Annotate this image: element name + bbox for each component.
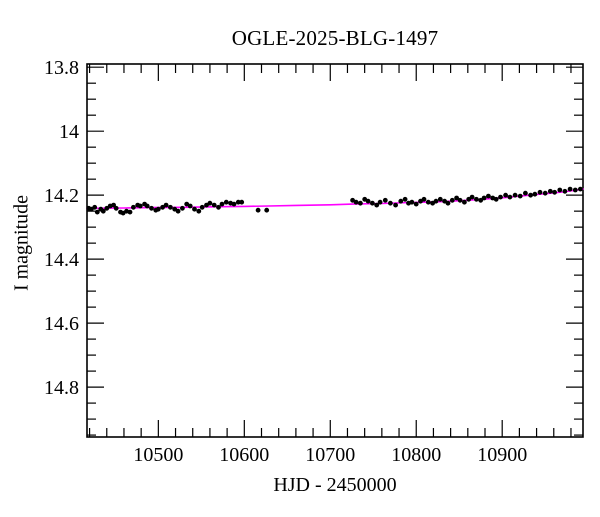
data-point	[572, 187, 578, 193]
x-tick-label: 10500	[133, 444, 183, 466]
data-point	[398, 198, 404, 204]
data-point	[425, 199, 431, 205]
y-tick-label: 14.4	[44, 249, 79, 271]
data-point	[92, 204, 98, 210]
data-point	[235, 199, 241, 205]
data-point	[445, 200, 451, 206]
data-point	[493, 196, 499, 202]
data-point	[413, 201, 419, 207]
data-point	[462, 199, 467, 205]
data-point	[393, 202, 398, 208]
data-point	[523, 190, 528, 196]
data-point	[418, 198, 423, 204]
chart-title: OGLE-2025-BLG-1497	[231, 26, 439, 50]
data-point	[449, 197, 455, 203]
data-point	[481, 195, 487, 201]
data-point	[231, 201, 237, 207]
data-point	[517, 193, 523, 199]
data-point	[433, 198, 439, 204]
data-point	[353, 199, 359, 205]
data-point	[562, 188, 568, 194]
y-tick-label: 14.2	[44, 185, 79, 207]
data-point	[388, 200, 393, 206]
data-point	[223, 199, 229, 205]
data-point	[127, 209, 133, 215]
data-point	[547, 188, 553, 194]
data-point	[454, 195, 459, 201]
data-point	[216, 204, 221, 210]
data-point	[469, 194, 475, 200]
data-point	[512, 192, 518, 198]
data-point	[567, 186, 573, 192]
data-point	[478, 197, 484, 203]
data-point	[113, 205, 119, 211]
data-point	[184, 201, 190, 207]
data-point	[100, 208, 106, 214]
data-point	[155, 206, 161, 212]
x-tick-label: 10900	[477, 444, 527, 466]
data-point	[199, 204, 205, 210]
x-tick-label: 10600	[219, 444, 269, 466]
data-point	[498, 194, 503, 200]
data-point	[137, 203, 143, 209]
data-point	[211, 202, 217, 208]
data-point	[149, 205, 154, 211]
data-point	[507, 194, 513, 200]
data-point	[532, 191, 538, 197]
data-point	[377, 199, 383, 205]
data-point	[370, 200, 375, 206]
plot-frame	[86, 63, 584, 438]
data-point	[163, 202, 169, 208]
data-point	[219, 201, 225, 207]
data-point	[131, 204, 136, 210]
data-point	[421, 196, 427, 202]
data-point	[144, 203, 150, 209]
data-point	[557, 187, 563, 193]
data-point	[180, 205, 185, 211]
data-point	[207, 200, 213, 206]
y-tick-label: 14.8	[44, 377, 79, 399]
data-point	[187, 203, 193, 209]
data-point	[528, 192, 533, 198]
data-point	[255, 207, 261, 213]
x-axis-title: HJD - 2450000	[273, 474, 397, 496]
data-point	[402, 196, 408, 202]
data-point	[94, 209, 100, 215]
data-point	[552, 189, 557, 195]
data-point	[466, 196, 472, 202]
data-point	[196, 208, 202, 214]
y-axis-title: I magnitude	[10, 194, 33, 292]
data-point	[239, 199, 245, 205]
data-point	[264, 207, 270, 213]
data-point	[365, 198, 371, 204]
data-point	[111, 202, 116, 208]
data-point	[168, 204, 173, 210]
data-points	[86, 186, 583, 216]
x-tick-label: 10700	[305, 444, 355, 466]
data-point	[578, 186, 583, 192]
data-point	[160, 204, 166, 210]
data-point	[542, 190, 548, 196]
data-point	[437, 196, 443, 202]
data-point	[358, 200, 363, 206]
y-tick-label: 13.8	[44, 57, 79, 79]
data-point	[374, 202, 380, 208]
data-point	[350, 197, 355, 203]
data-point	[192, 206, 197, 212]
data-point	[457, 197, 463, 203]
data-point	[175, 208, 181, 214]
data-point	[409, 199, 415, 205]
data-point	[474, 196, 479, 202]
data-point	[486, 193, 491, 199]
data-point	[382, 197, 388, 203]
data-point	[537, 189, 543, 195]
x-tick-label: 10800	[391, 444, 441, 466]
y-tick-label: 14.6	[44, 313, 79, 335]
data-point	[104, 205, 110, 211]
data-point	[503, 192, 508, 198]
y-tick-label: 14	[59, 121, 79, 143]
